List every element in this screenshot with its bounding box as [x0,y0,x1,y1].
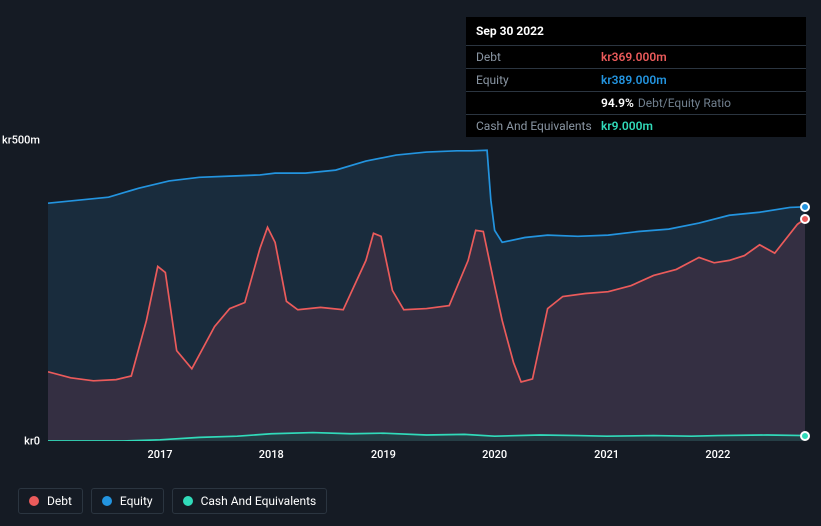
tooltip-subtext: Debt/Equity Ratio [638,96,731,110]
tooltip-value: 94.9%Debt/Equity Ratio [601,96,731,110]
tooltip-row: Cash And Equivalentskr9.000m [466,115,806,137]
tooltip-label: Cash And Equivalents [476,119,601,133]
y-axis-tick: kr0 [24,435,40,448]
legend-item-cash[interactable]: Cash And Equivalents [172,488,328,514]
chart-tooltip: Sep 30 2022 Debtkr369.000mEquitykr389.00… [466,17,806,137]
x-axis-tick: 2018 [259,448,284,461]
legend-label: Equity [120,494,153,508]
chart-container: kr500mkr0 201720182019202020212022 [16,125,805,476]
legend-swatch [183,496,193,506]
x-axis-tick: 2019 [371,448,396,461]
tooltip-date: Sep 30 2022 [466,17,806,46]
chart-legend: Debt Equity Cash And Equivalents [18,488,327,514]
x-axis-tick: 2020 [482,448,507,461]
tooltip-label: Equity [476,73,601,87]
tooltip-label [476,96,601,110]
x-axis-tick: 2017 [148,448,173,461]
tooltip-value: kr389.000m [601,73,667,87]
tooltip-value: kr9.000m [601,119,653,133]
x-axis-tick: 2021 [594,448,619,461]
chart-svg [48,140,805,441]
legend-swatch [102,496,112,506]
x-axis-tick: 2022 [705,448,730,461]
legend-item-equity[interactable]: Equity [91,488,164,514]
legend-label: Cash And Equivalents [201,494,317,508]
tooltip-value: kr369.000m [601,50,667,64]
y-axis-tick: kr500m [2,134,40,147]
tooltip-row: 94.9%Debt/Equity Ratio [466,92,806,115]
tooltip-row: Debtkr369.000m [466,46,806,69]
tooltip-row: Equitykr389.000m [466,69,806,92]
series-end-marker [800,202,810,212]
tooltip-label: Debt [476,50,601,64]
series-end-marker [800,431,810,441]
series-end-marker [800,214,810,224]
legend-item-debt[interactable]: Debt [18,488,83,514]
legend-swatch [29,496,39,506]
legend-label: Debt [47,494,72,508]
plot-area[interactable]: kr500mkr0 201720182019202020212022 [48,140,805,441]
